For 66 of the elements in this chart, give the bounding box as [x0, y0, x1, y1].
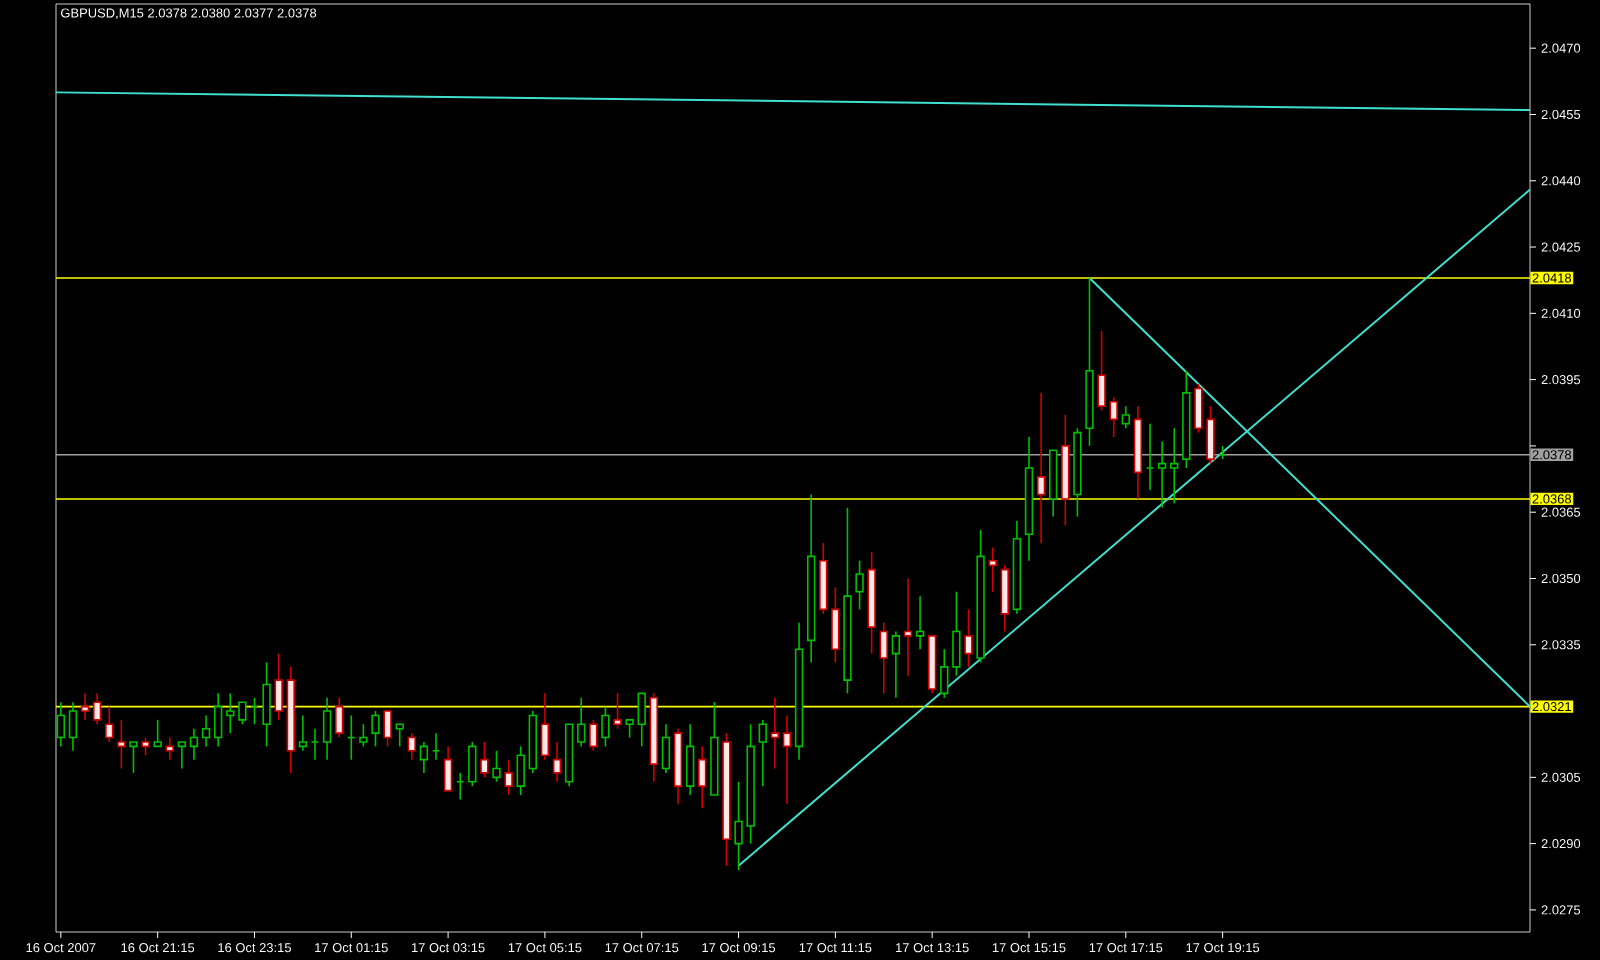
candlestick [383, 710, 392, 748]
candlestick [165, 736, 174, 761]
candlestick [1097, 330, 1106, 412]
candlestick [213, 692, 223, 748]
candlestick [468, 741, 477, 787]
candlestick [238, 701, 247, 726]
candlestick [1145, 423, 1155, 491]
candlestick [407, 732, 416, 761]
candlestick [129, 741, 138, 774]
candlestick [770, 696, 780, 770]
candlestick [516, 745, 525, 796]
candlestick [395, 723, 404, 748]
candlestick [431, 732, 441, 761]
candlestick [117, 719, 126, 770]
candlestick [891, 630, 901, 699]
candlestick [492, 750, 501, 783]
candlestick [335, 696, 344, 739]
candlestick [601, 705, 610, 748]
candlestick [56, 701, 66, 748]
candlestick [274, 652, 283, 721]
candlestick [226, 692, 235, 734]
candlestick [310, 727, 320, 761]
candlestick [637, 692, 646, 748]
candlestick [915, 595, 925, 650]
candlestick [613, 692, 622, 730]
candlestick [480, 741, 489, 779]
candlestick [322, 696, 332, 761]
candlestick [371, 710, 380, 748]
candlestick [92, 692, 102, 726]
candlestick [1157, 440, 1167, 509]
candlestick [988, 546, 997, 593]
candlestick [589, 719, 598, 752]
candlestick [782, 714, 792, 805]
candlestick [177, 741, 187, 770]
candlestick [540, 692, 550, 761]
candlestick [359, 723, 368, 748]
candlestick [201, 714, 211, 748]
candlestick [879, 621, 888, 695]
candlestick [1000, 564, 1009, 633]
candlestick [456, 772, 465, 801]
candlestick [105, 705, 114, 743]
candlestick [504, 758, 513, 796]
candlestick [68, 701, 78, 752]
candlestick [189, 727, 199, 761]
candlestick [903, 577, 913, 677]
candlestick [1036, 392, 1046, 544]
candlestick [661, 723, 671, 774]
candlestick [80, 692, 90, 721]
candlestick [298, 714, 308, 752]
candlestick [262, 661, 271, 748]
candlestick [153, 719, 162, 748]
candlestick [1109, 396, 1118, 438]
candlestick [1121, 405, 1130, 430]
candlestick [577, 696, 586, 748]
candlestick [685, 723, 695, 796]
candlestick [952, 590, 961, 677]
candlestick [443, 745, 453, 792]
candlestick [855, 560, 864, 611]
candlestick [964, 608, 973, 668]
candlestick [758, 719, 767, 787]
candlestick [831, 586, 840, 664]
candlestick [419, 741, 429, 774]
candlestick [940, 648, 949, 699]
candlestick [698, 745, 707, 810]
candlestick [552, 741, 562, 783]
candlestick [1170, 427, 1179, 505]
